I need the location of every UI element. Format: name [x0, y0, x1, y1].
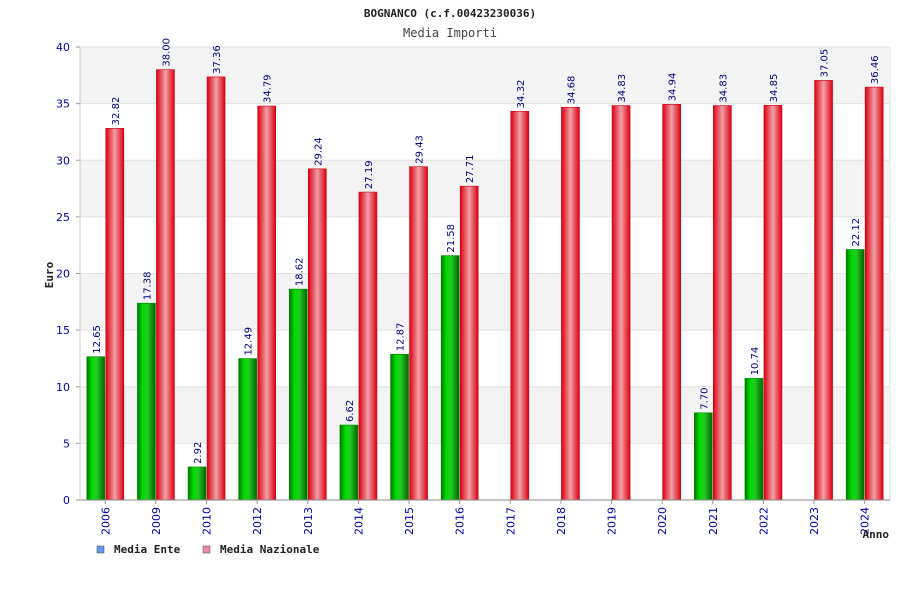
data-label-media-nazionale-2020: 34.94	[668, 73, 679, 102]
data-label-media-ente-2022: 10.74	[750, 347, 761, 376]
bar-media-nazionale-2016	[459, 185, 479, 501]
bar-media-nazionale-2019	[611, 105, 631, 501]
x-tick-label-2019: 2019	[606, 507, 619, 535]
legend-swatch-media-nazionale	[202, 545, 211, 554]
data-label-media-nazionale-2023: 37.05	[820, 49, 831, 78]
data-label-media-nazionale-2019: 34.83	[617, 74, 628, 103]
bar-media-nazionale-2013	[308, 168, 327, 501]
y-axis-ticks: 0 5 10 15 20 25 30 35 40	[56, 41, 80, 507]
y-tick-label: 25	[56, 211, 70, 224]
bar-media-nazionale-2021	[713, 105, 732, 501]
x-axis-ticks: 2006 2009 2010 2012 2013 2014 2015 2016 2017 2018…	[99, 500, 872, 535]
data-label-media-ente-2006: 12.65	[92, 325, 103, 354]
data-labels: 12.65 32.82 17.38 38.00 2.92 37.36 12.49 34.79 1…	[92, 38, 881, 464]
x-axis-label: Anno	[863, 528, 890, 541]
bar-media-nazionale-2015	[409, 166, 428, 501]
data-label-media-nazionale-2017: 34.32	[516, 80, 527, 109]
legend-label-media-ente: Media Ente	[114, 543, 181, 556]
bar-media-nazionale-2018	[561, 106, 580, 501]
chart-subtitle: Media Importi	[403, 26, 497, 40]
bar-media-nazionale-2022	[763, 105, 783, 501]
x-tick-label-2016: 2016	[454, 507, 467, 535]
bar-media-ente-2009	[137, 302, 156, 501]
x-tick-label-2015: 2015	[403, 507, 416, 535]
bar-media-nazionale-2009	[156, 69, 175, 501]
data-label-media-nazionale-2024: 36.46	[870, 55, 881, 84]
x-tick-label-2023: 2023	[808, 507, 821, 535]
x-tick-label-2013: 2013	[302, 507, 315, 535]
data-label-media-ente-2021: 7.70	[699, 388, 710, 410]
x-tick-label-2017: 2017	[504, 507, 517, 535]
data-label-media-nazionale-2018: 34.68	[566, 76, 577, 105]
legend-label-media-nazionale: Media Nazionale	[220, 543, 320, 556]
x-tick-label-2012: 2012	[251, 507, 264, 535]
y-tick-label: 30	[56, 154, 70, 167]
data-label-media-ente-2009: 17.38	[142, 272, 153, 301]
bar-media-nazionale-2006	[105, 128, 125, 501]
data-label-media-ente-2016: 21.58	[446, 224, 457, 253]
y-axis-label: Euro	[43, 261, 56, 288]
x-tick-label-2021: 2021	[707, 507, 720, 535]
bar-media-ente-2024	[845, 249, 865, 501]
bar-media-ente-2013	[289, 288, 308, 501]
x-tick-label-2009: 2009	[150, 507, 163, 535]
bar-media-nazionale-2010	[206, 76, 226, 501]
bar-media-nazionale-2012	[257, 105, 276, 501]
bar-media-ente-2022	[744, 378, 764, 501]
x-tick-label-2010: 2010	[201, 507, 214, 535]
bar-media-ente-2010	[187, 466, 207, 501]
x-tick-label-2020: 2020	[656, 507, 669, 535]
data-label-media-ente-2014: 6.62	[345, 400, 356, 422]
data-label-media-nazionale-2012: 34.79	[263, 74, 274, 103]
x-tick-label-2006: 2006	[99, 507, 112, 535]
x-tick-label-2024: 2024	[859, 507, 872, 535]
x-tick-label-2018: 2018	[555, 507, 568, 535]
bar-media-ente-2016	[440, 255, 460, 501]
y-tick-label: 5	[63, 437, 70, 450]
data-label-media-ente-2013: 18.62	[294, 257, 305, 286]
data-label-media-ente-2010: 2.92	[193, 442, 204, 464]
data-label-media-nazionale-2015: 29.43	[415, 135, 426, 164]
y-tick-label: 40	[56, 41, 70, 54]
data-label-media-nazionale-2013: 29.24	[313, 137, 324, 166]
y-tick-label: 10	[56, 381, 70, 394]
bar-media-ente-2015	[390, 353, 409, 501]
x-tick-label-2022: 2022	[757, 507, 770, 535]
legend-swatch-media-ente	[96, 545, 105, 554]
data-label-media-nazionale-2006: 32.82	[111, 97, 122, 126]
legend: Media Ente Media Nazionale	[96, 543, 320, 556]
bar-media-nazionale-2023	[814, 80, 833, 501]
bar-media-ente-2021	[694, 412, 713, 501]
bars	[86, 69, 884, 501]
bar-media-nazionale-2017	[510, 111, 530, 501]
y-tick-label: 15	[56, 324, 70, 337]
data-label-media-nazionale-2016: 27.71	[465, 155, 476, 184]
data-label-media-ente-2012: 12.49	[244, 327, 255, 356]
bar-media-ente-2012	[238, 358, 257, 501]
bar-media-nazionale-2014	[358, 191, 378, 501]
data-label-media-nazionale-2009: 38.00	[161, 38, 172, 67]
data-label-media-nazionale-2021: 34.83	[718, 74, 729, 103]
x-tick-label-2014: 2014	[352, 507, 365, 535]
bar-media-ente-2014	[339, 424, 359, 501]
bar-media-nazionale-2020	[662, 104, 681, 501]
data-label-media-ente-2015: 12.87	[396, 323, 407, 352]
data-label-media-nazionale-2022: 34.85	[769, 74, 780, 103]
data-label-media-ente-2024: 22.12	[851, 218, 862, 247]
y-tick-label: 0	[63, 494, 70, 507]
data-label-media-nazionale-2010: 37.36	[212, 45, 223, 74]
y-tick-label: 20	[56, 268, 70, 281]
y-tick-label: 35	[56, 98, 70, 111]
chart-title: BOGNANCO (c.f.00423230036)	[364, 7, 536, 20]
bar-media-ente-2006	[86, 356, 106, 501]
data-label-media-nazionale-2014: 27.19	[364, 160, 375, 189]
bar-media-nazionale-2024	[864, 86, 884, 501]
